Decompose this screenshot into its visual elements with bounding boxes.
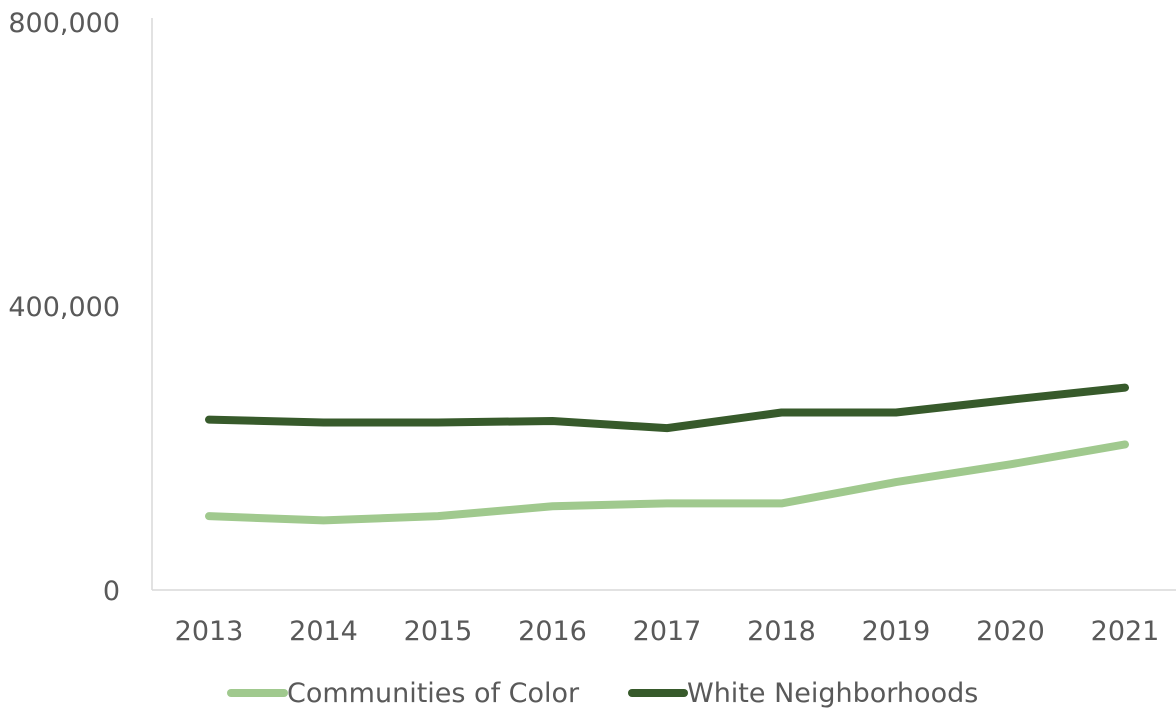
x-tick-label: 2017 [633, 616, 702, 647]
legend-label-white-neighborhoods: White Neighborhoods [687, 678, 978, 709]
y-tick-label: 800,000 [8, 8, 120, 39]
x-tick-label: 2019 [862, 616, 931, 647]
x-tick-label: 2016 [518, 616, 587, 647]
x-tick-label: 2015 [404, 616, 473, 647]
legend-label-communities-of-color: Communities of Color [287, 678, 580, 709]
series-lines [205, 383, 1129, 525]
x-tick-label: 2020 [976, 616, 1045, 647]
x-tick-label: 2013 [175, 616, 244, 647]
y-tick-label: 400,000 [8, 292, 120, 323]
x-tick-label: 2014 [289, 616, 358, 647]
series-line-communities-of-color [205, 440, 1129, 525]
x-tick-label: 2018 [747, 616, 816, 647]
legend: Communities of Color White Neighborhoods [227, 678, 978, 709]
series-line-white-neighborhoods [205, 383, 1129, 433]
y-tick-label: 0 [103, 576, 120, 607]
x-tick-label: 2021 [1091, 616, 1160, 647]
axes: 0 400,000 800,000 2013 2014 2015 2016 2017 2018 2… [8, 8, 1176, 647]
